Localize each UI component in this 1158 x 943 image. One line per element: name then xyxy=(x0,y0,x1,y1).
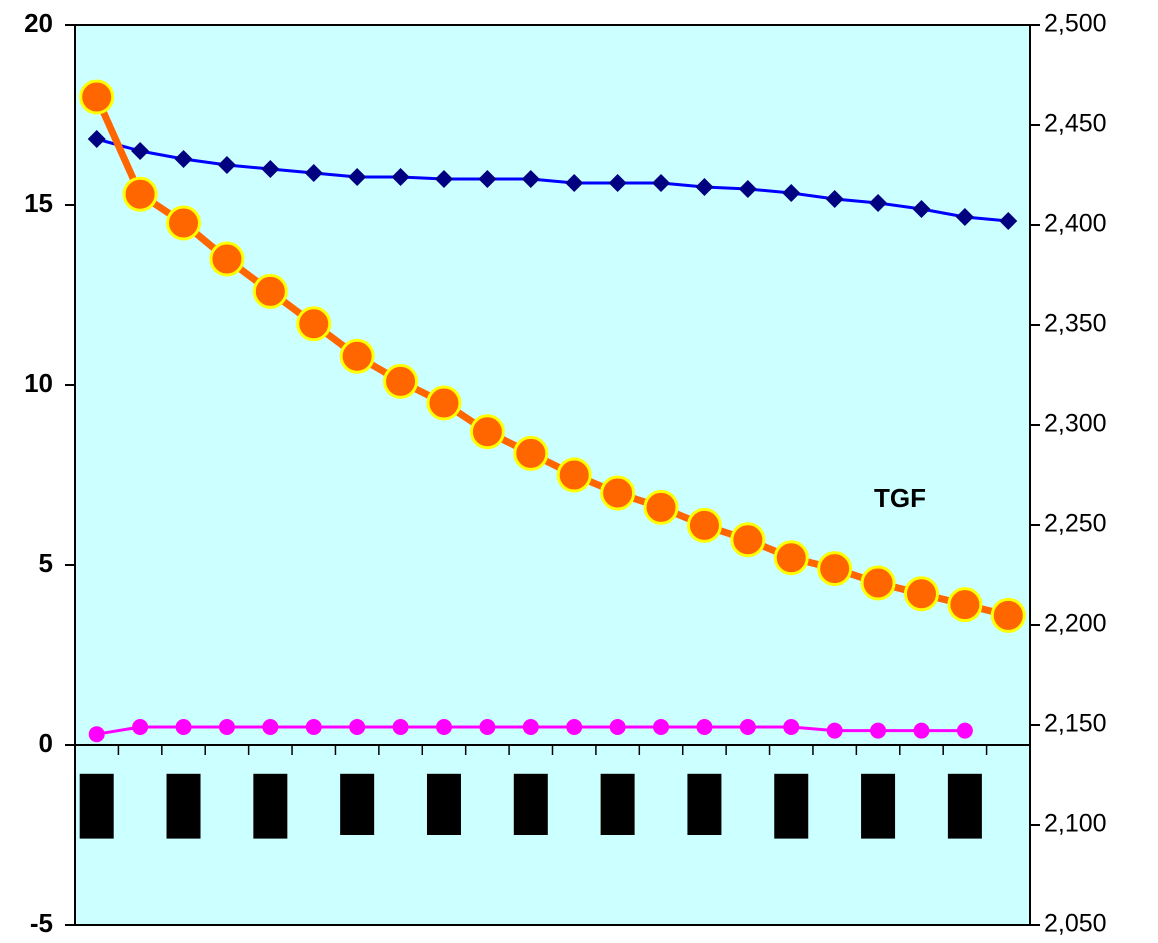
y2-tick-label: 2,100 xyxy=(1044,810,1107,838)
bar xyxy=(947,773,982,839)
marker xyxy=(252,273,288,309)
annotation: TGF xyxy=(874,483,926,513)
bar xyxy=(340,773,375,835)
marker xyxy=(825,190,844,208)
marker xyxy=(391,168,410,186)
y2-tick-label: 2,450 xyxy=(1044,110,1107,138)
marker xyxy=(513,435,549,471)
marker xyxy=(565,174,584,192)
marker xyxy=(217,156,236,174)
marker xyxy=(912,200,931,218)
marker xyxy=(166,205,202,241)
marker xyxy=(426,385,462,421)
marker xyxy=(122,176,158,212)
y2-tick-label: 2,300 xyxy=(1044,410,1107,438)
marker xyxy=(87,130,106,148)
marker xyxy=(817,551,853,587)
marker xyxy=(783,719,800,735)
marker xyxy=(261,160,280,178)
marker xyxy=(521,170,540,188)
marker xyxy=(913,722,930,739)
marker xyxy=(175,719,192,735)
marker xyxy=(870,722,887,739)
y-tick-label: 0 xyxy=(39,728,53,758)
bar xyxy=(600,773,635,835)
marker xyxy=(296,306,332,342)
marker xyxy=(305,719,322,735)
marker xyxy=(652,174,671,192)
bar xyxy=(687,773,722,835)
bar xyxy=(253,773,288,839)
marker xyxy=(392,719,409,735)
y2-tick-label: 2,200 xyxy=(1044,610,1107,638)
marker xyxy=(695,178,714,196)
marker xyxy=(469,414,505,450)
bar xyxy=(426,773,461,835)
marker xyxy=(131,142,150,160)
marker xyxy=(730,522,766,558)
marker xyxy=(600,475,636,511)
marker xyxy=(955,208,974,226)
marker xyxy=(739,719,756,735)
marker xyxy=(903,576,939,612)
y2-tick-label: 2,250 xyxy=(1044,510,1107,538)
marker xyxy=(826,722,843,739)
marker xyxy=(434,170,453,188)
marker xyxy=(479,719,496,735)
y-tick-label: 15 xyxy=(24,188,53,218)
marker xyxy=(556,457,592,493)
bar xyxy=(166,773,201,839)
marker xyxy=(174,150,193,168)
marker xyxy=(209,241,245,277)
marker xyxy=(686,507,722,543)
y2-tick-label: 2,350 xyxy=(1044,310,1107,338)
y2-tick-label: 2,500 xyxy=(1044,10,1107,38)
marker xyxy=(653,719,670,735)
marker xyxy=(773,540,809,576)
y-tick-label: 5 xyxy=(39,548,53,578)
marker xyxy=(339,338,375,374)
marker xyxy=(79,79,115,115)
y2-tick-label: 2,400 xyxy=(1044,210,1107,238)
marker xyxy=(88,726,105,743)
marker xyxy=(782,184,801,202)
series-line xyxy=(96,137,1009,223)
y2-tick-label: 2,150 xyxy=(1044,710,1107,738)
marker xyxy=(566,719,583,735)
marker xyxy=(947,587,983,623)
marker xyxy=(383,363,419,399)
marker xyxy=(262,719,279,735)
marker xyxy=(860,565,896,601)
marker xyxy=(696,719,713,735)
marker xyxy=(132,719,149,735)
bar xyxy=(774,773,809,839)
y2-tick-label: 2,050 xyxy=(1044,910,1107,938)
marker xyxy=(643,489,679,525)
bar xyxy=(513,773,548,835)
marker xyxy=(608,174,627,192)
marker xyxy=(999,212,1018,230)
marker xyxy=(522,719,539,735)
bar xyxy=(79,773,114,839)
y-tick-label: 10 xyxy=(24,368,53,398)
y-tick-label: 20 xyxy=(24,8,53,38)
marker xyxy=(349,719,366,735)
marker xyxy=(956,722,973,739)
marker xyxy=(869,194,888,212)
marker xyxy=(435,719,452,735)
marker xyxy=(609,719,626,735)
series-line xyxy=(93,95,1010,619)
marker xyxy=(348,168,367,186)
marker xyxy=(304,164,323,182)
marker xyxy=(218,719,235,735)
marker xyxy=(738,180,757,198)
marker xyxy=(478,170,497,188)
marker xyxy=(990,597,1026,633)
y-tick-label: -5 xyxy=(30,908,53,938)
bar xyxy=(861,773,896,839)
